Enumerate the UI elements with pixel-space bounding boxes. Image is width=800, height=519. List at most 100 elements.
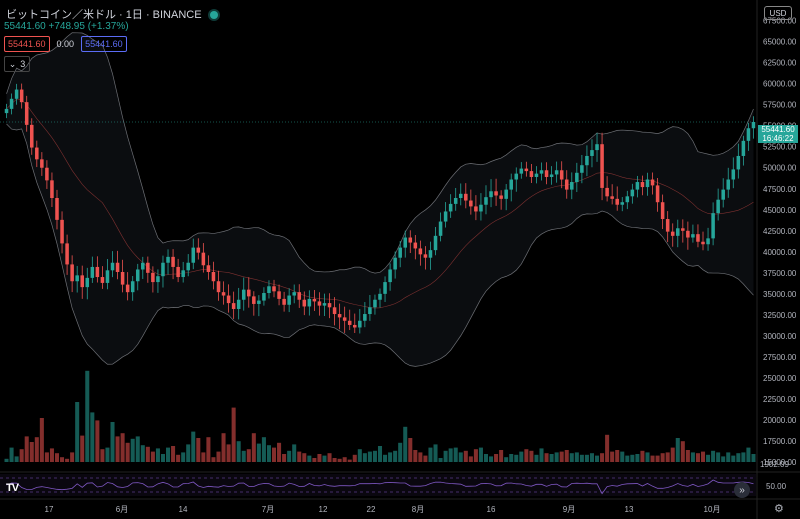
volume-bar (256, 443, 261, 462)
candle-body (665, 219, 670, 232)
volume-bar (226, 444, 231, 462)
volume-bar (690, 452, 695, 462)
volume-bar (160, 454, 165, 462)
candle-body (635, 182, 640, 190)
volume-bar (398, 442, 403, 462)
x-tick-label: 12 (319, 505, 328, 514)
gear-icon[interactable]: ⚙ (774, 503, 784, 515)
volume-bar (246, 449, 251, 462)
currency-selector[interactable]: USD (764, 6, 792, 20)
bollinger-upper-line (6, 32, 754, 274)
volume-bar (625, 455, 630, 462)
volume-bar (317, 454, 322, 462)
candle-body (105, 270, 110, 283)
candle-body (484, 197, 488, 205)
tradingview-logo-icon[interactable]: TV (6, 482, 19, 494)
volume-bar (393, 450, 398, 462)
bollinger-basis-line (6, 98, 754, 309)
symbol-title-text: ビットコイン／米ドル · 1日 · BINANCE (6, 9, 202, 21)
x-tick-label: 16 (487, 505, 496, 514)
volume-bar (155, 448, 160, 462)
candle-body (322, 303, 327, 306)
indicator-input-1[interactable]: 55441.60 (4, 36, 50, 52)
volume-bar (19, 449, 24, 462)
candle-body (231, 303, 236, 309)
rsi-background (0, 474, 756, 496)
volume-bar (110, 422, 115, 462)
candle-body (453, 198, 458, 204)
y-tick-label: 50000.00 (763, 164, 797, 173)
candle-body (24, 102, 29, 125)
volume-bar (549, 454, 554, 462)
candle-body (130, 281, 135, 293)
y-tick-label: 32500.00 (763, 311, 797, 320)
y-tick-label: 30000.00 (763, 332, 797, 341)
y-tick-label: 47500.00 (763, 185, 797, 194)
volume-bar (347, 459, 352, 462)
volume-bar (342, 457, 347, 462)
candle-body (95, 266, 100, 278)
y-tick-label: 42500.00 (763, 227, 797, 236)
candle-body (110, 262, 115, 271)
volume-bar (206, 437, 211, 462)
candle-body (676, 228, 680, 236)
bollinger-fill (6, 32, 754, 367)
volume-bar (241, 450, 246, 462)
volume-bar (751, 454, 756, 462)
volume-bar (680, 441, 685, 462)
candle-body (287, 295, 291, 305)
volume-bar (600, 453, 605, 462)
candle-body (236, 299, 241, 309)
candle-body (75, 275, 79, 282)
symbol-title[interactable]: ビットコイン／米ドル · 1日 · BINANCE (6, 6, 218, 22)
candle-body (100, 277, 105, 283)
x-tick-label: 8月 (412, 505, 424, 514)
volume-bar (539, 448, 544, 462)
x-tick-label: 6月 (116, 505, 128, 514)
volume-bar (211, 457, 216, 462)
countdown: 16:46:22 (762, 134, 794, 143)
x-tick-label: 22 (367, 505, 376, 514)
volume-bar (635, 454, 640, 462)
fast-forward-icon[interactable]: » (734, 482, 750, 498)
candle-body (181, 270, 185, 278)
candle-body (433, 235, 438, 251)
candle-body (55, 198, 59, 220)
candle-body (711, 213, 715, 239)
candle-body (575, 172, 579, 183)
volume-bar (357, 449, 362, 462)
y-tick-label: 40000.00 (763, 248, 797, 257)
candle-body (474, 206, 478, 212)
candle-body (736, 155, 741, 170)
volume-bar (287, 450, 292, 462)
volume-bar (115, 436, 120, 462)
volume-bar (509, 454, 514, 462)
candle-body (403, 237, 408, 248)
volume-bar (125, 442, 130, 462)
candle-body (529, 171, 534, 177)
candle-body (156, 276, 160, 283)
volume-bar (458, 452, 463, 462)
candle-body (479, 204, 483, 212)
volume-bar (660, 453, 665, 462)
volume-bar (418, 452, 423, 462)
indicator-collapse-button[interactable]: ⌄ 3 (4, 56, 30, 72)
candle-body (448, 203, 453, 212)
volume-bar (90, 412, 95, 462)
volume-bar (80, 435, 85, 462)
volume-bar (171, 446, 176, 462)
candle-body (206, 265, 211, 272)
candle-body (408, 237, 413, 243)
y-tick-label: 67500.00 (763, 17, 797, 26)
volume-tick-label: 1902.09 (760, 460, 789, 469)
volume-bar (726, 452, 731, 462)
rsi-tick-label: 50.00 (766, 482, 787, 491)
volume-bar (716, 452, 721, 462)
candle-body (120, 271, 125, 285)
candle-body (640, 182, 645, 188)
volume-bar (292, 444, 297, 462)
candle-body (741, 140, 746, 156)
indicator-input-3[interactable]: 55441.60 (81, 36, 127, 52)
candle-body (247, 289, 251, 297)
